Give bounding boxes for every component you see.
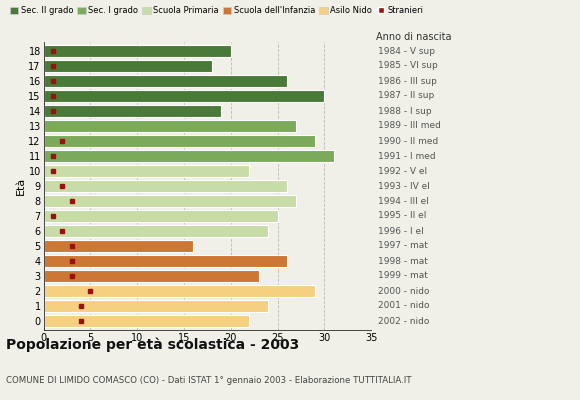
Bar: [44, 195, 296, 207]
Bar: [44, 180, 287, 192]
Text: 1990 - II med: 1990 - II med: [378, 136, 438, 146]
Text: 1994 - III el: 1994 - III el: [378, 196, 429, 206]
Text: Anno di nascita: Anno di nascita: [376, 32, 451, 42]
Bar: [44, 135, 315, 147]
Text: 2002 - nido: 2002 - nido: [378, 316, 429, 326]
Text: 1985 - VI sup: 1985 - VI sup: [378, 62, 438, 70]
Text: 1992 - V el: 1992 - V el: [378, 166, 427, 176]
Text: 1986 - III sup: 1986 - III sup: [378, 76, 437, 86]
Text: Popolazione per età scolastica - 2003: Popolazione per età scolastica - 2003: [6, 338, 299, 352]
Bar: [44, 270, 259, 282]
Text: 1999 - mat: 1999 - mat: [378, 272, 428, 280]
Bar: [44, 60, 212, 72]
Bar: [44, 120, 296, 132]
Text: COMUNE DI LIMIDO COMASCO (CO) - Dati ISTAT 1° gennaio 2003 - Elaborazione TUTTIT: COMUNE DI LIMIDO COMASCO (CO) - Dati IST…: [6, 376, 411, 385]
Text: 2001 - nido: 2001 - nido: [378, 302, 430, 310]
Text: 1998 - mat: 1998 - mat: [378, 256, 428, 266]
Bar: [44, 75, 287, 87]
Text: 1995 - II el: 1995 - II el: [378, 212, 426, 220]
Text: 1987 - II sup: 1987 - II sup: [378, 92, 434, 100]
Bar: [44, 240, 193, 252]
Bar: [44, 90, 324, 102]
Bar: [44, 255, 287, 267]
Text: 1984 - V sup: 1984 - V sup: [378, 46, 435, 56]
Bar: [44, 150, 333, 162]
Text: 1993 - IV el: 1993 - IV el: [378, 182, 430, 190]
Y-axis label: Età: Età: [16, 177, 26, 195]
Bar: [44, 45, 231, 57]
Text: 1989 - III med: 1989 - III med: [378, 122, 441, 130]
Bar: [44, 300, 268, 312]
Bar: [44, 210, 278, 222]
Bar: [44, 285, 315, 297]
Bar: [44, 225, 268, 237]
Text: 2000 - nido: 2000 - nido: [378, 286, 430, 296]
Bar: [44, 165, 249, 177]
Legend: Sec. II grado, Sec. I grado, Scuola Primaria, Scuola dell'Infanzia, Asilo Nido, : Sec. II grado, Sec. I grado, Scuola Prim…: [10, 6, 423, 15]
Text: 1991 - I med: 1991 - I med: [378, 152, 436, 160]
Text: 1996 - I el: 1996 - I el: [378, 226, 424, 236]
Text: 1997 - mat: 1997 - mat: [378, 242, 428, 250]
Bar: [44, 315, 249, 327]
Text: 1988 - I sup: 1988 - I sup: [378, 106, 432, 116]
Bar: [44, 105, 222, 117]
